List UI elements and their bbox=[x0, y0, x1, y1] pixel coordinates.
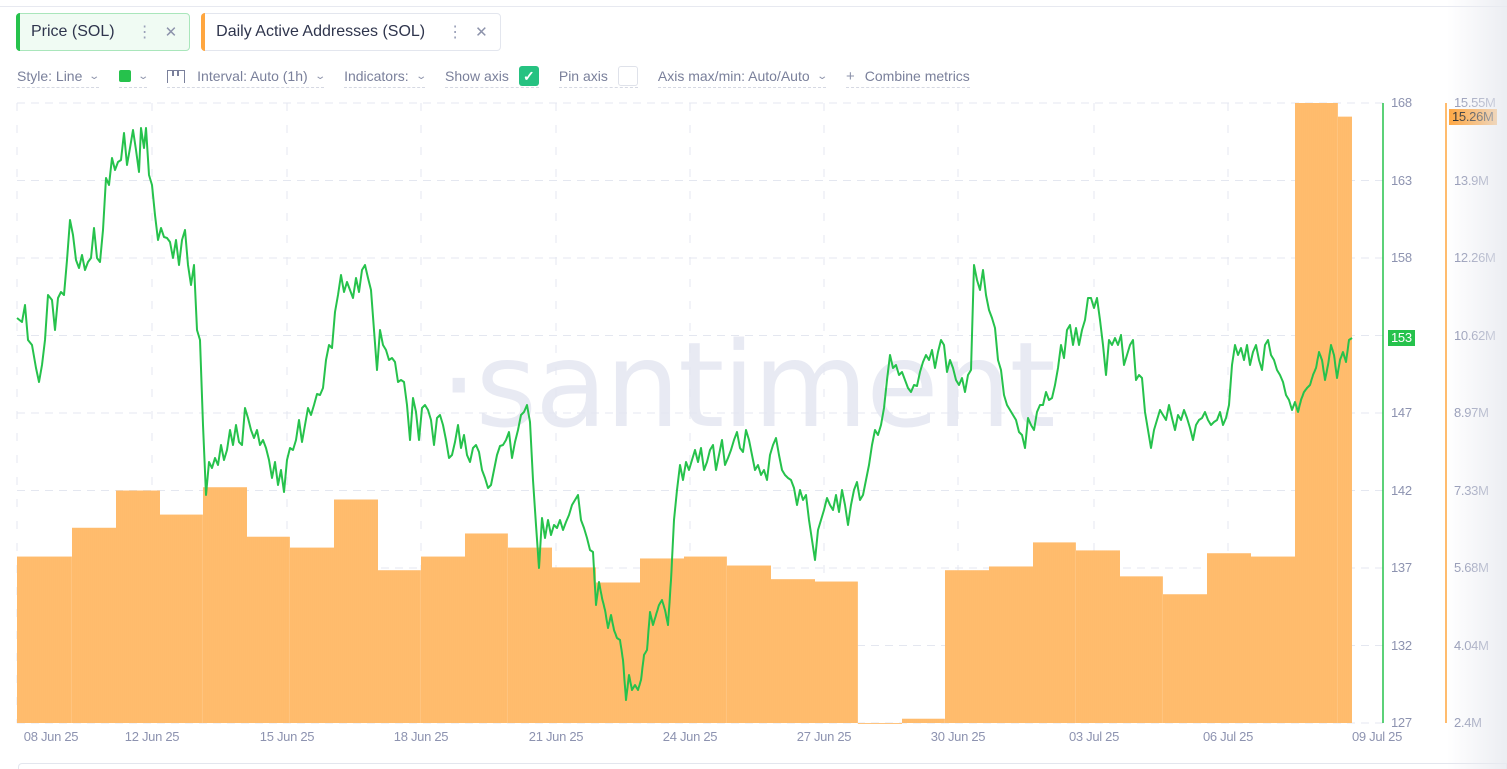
show-axis-label: Show axis bbox=[445, 68, 509, 84]
daa-axis-tick: 8.97M bbox=[1454, 405, 1489, 420]
x-axis-tick: 30 Jun 25 bbox=[930, 729, 986, 744]
metric-tab-label: Daily Active Addresses (SOL) bbox=[216, 23, 426, 40]
style-label: Style: Line bbox=[17, 68, 83, 84]
price-axis-tick: 127 bbox=[1391, 715, 1412, 730]
x-axis-tick: 18 Jun 25 bbox=[393, 729, 449, 744]
metric-tabs: Price (SOL) ⋮ ✕ Daily Active Addresses (… bbox=[16, 13, 501, 51]
color-picker[interactable]: ⌄ bbox=[118, 66, 149, 88]
ruler-icon bbox=[167, 69, 186, 83]
daily-active-addresses-bars bbox=[17, 103, 1352, 724]
chevron-down-icon: ⌄ bbox=[414, 70, 427, 82]
axis-maxmin-dropdown[interactable]: Axis max/min: Auto/Auto ⌄ bbox=[657, 66, 828, 88]
combine-metrics-label: Combine metrics bbox=[864, 68, 970, 84]
interval-label: Interval: Auto (1h) bbox=[197, 68, 308, 84]
indicators-dropdown[interactable]: Indicators: ⌄ bbox=[344, 66, 427, 88]
metric-color-stripe bbox=[201, 13, 206, 51]
chevron-down-icon: ⌄ bbox=[137, 70, 149, 82]
daa-axis-tick: 12.26M bbox=[1454, 250, 1496, 265]
x-axis-tick: 15 Jun 25 bbox=[259, 729, 315, 744]
style-dropdown[interactable]: Style: Line ⌄ bbox=[17, 66, 101, 88]
check-icon: ✓ bbox=[522, 67, 535, 84]
price-axis-tick: 147 bbox=[1391, 405, 1412, 420]
metric-tab-daily-active-addresses[interactable]: Daily Active Addresses (SOL) ⋮ ✕ bbox=[201, 13, 501, 51]
x-axis-tick: 08 Jun 25 bbox=[23, 729, 79, 744]
close-icon[interactable]: ✕ bbox=[164, 24, 178, 41]
x-axis-tick: 09 Jul 25 bbox=[1351, 729, 1403, 744]
price-axis-tick: 137 bbox=[1391, 560, 1412, 575]
indicators-label: Indicators: bbox=[344, 68, 409, 84]
combine-metrics-button[interactable]: + Combine metrics bbox=[846, 66, 970, 88]
show-axis-toggle[interactable]: Show axis ✓ bbox=[445, 66, 539, 88]
price-axis-tick: 142 bbox=[1391, 482, 1412, 498]
pin-axis-toggle[interactable]: Pin axis bbox=[558, 66, 638, 88]
top-divider bbox=[0, 6, 1507, 7]
x-axis-tick: 27 Jun 25 bbox=[796, 729, 852, 744]
price-current-badge: 153 bbox=[1388, 330, 1415, 346]
interval-dropdown[interactable]: Interval: Auto (1h) ⌄ bbox=[167, 66, 326, 88]
chevron-down-icon: ⌄ bbox=[88, 70, 101, 82]
price-axis-tick: 158 bbox=[1391, 250, 1412, 265]
metric-tab-label: Price (SOL) bbox=[31, 23, 115, 40]
x-axis-tick: 21 Jun 25 bbox=[528, 729, 584, 744]
daa-axis-tick: 4.04M bbox=[1454, 637, 1489, 653]
timeline-navigator[interactable] bbox=[18, 763, 1507, 769]
santiment-watermark: ·santiment bbox=[440, 316, 1056, 454]
price-axis-tick: 163 bbox=[1391, 172, 1412, 188]
daa-axis-tick: 13.9M bbox=[1454, 172, 1489, 188]
daa-current-badge: 15.26M bbox=[1449, 109, 1497, 125]
metric-color-stripe bbox=[16, 13, 20, 51]
axis-maxmin-label: Axis max/min: Auto/Auto bbox=[657, 68, 810, 84]
color-swatch bbox=[118, 70, 131, 82]
daa-axis-tick: 5.68M bbox=[1454, 560, 1489, 575]
chevron-down-icon: ⌄ bbox=[313, 70, 326, 82]
close-icon[interactable]: ✕ bbox=[475, 24, 488, 41]
metric-tab-price[interactable]: Price (SOL) ⋮ ✕ bbox=[16, 13, 191, 51]
show-axis-checkbox[interactable]: ✓ bbox=[518, 66, 539, 86]
daa-axis-tick: 7.33M bbox=[1454, 482, 1489, 498]
chart-toolbar: Style: Line ⌄ ⌄ Interval: Auto (1h) ⌄ In… bbox=[17, 66, 990, 88]
pin-axis-checkbox[interactable] bbox=[617, 66, 638, 86]
daa-axis-tick: 10.62M bbox=[1454, 327, 1496, 343]
price-line bbox=[16, 127, 1353, 701]
daa-axis-tick: 15.55M bbox=[1454, 95, 1496, 110]
price-axis-tick: 132 bbox=[1391, 637, 1412, 653]
pin-axis-label: Pin axis bbox=[558, 68, 608, 84]
x-axis-tick: 12 Jun 25 bbox=[124, 729, 180, 744]
daa-axis-tick: 2.4M bbox=[1454, 715, 1482, 730]
price-axis-tick: 168 bbox=[1391, 95, 1412, 110]
x-axis-tick: 03 Jul 25 bbox=[1068, 729, 1120, 744]
x-axis-tick: 06 Jul 25 bbox=[1202, 729, 1254, 744]
x-axis-tick: 24 Jun 25 bbox=[662, 729, 718, 744]
chevron-down-icon: ⌄ bbox=[815, 70, 828, 82]
plus-icon: + bbox=[846, 67, 855, 85]
